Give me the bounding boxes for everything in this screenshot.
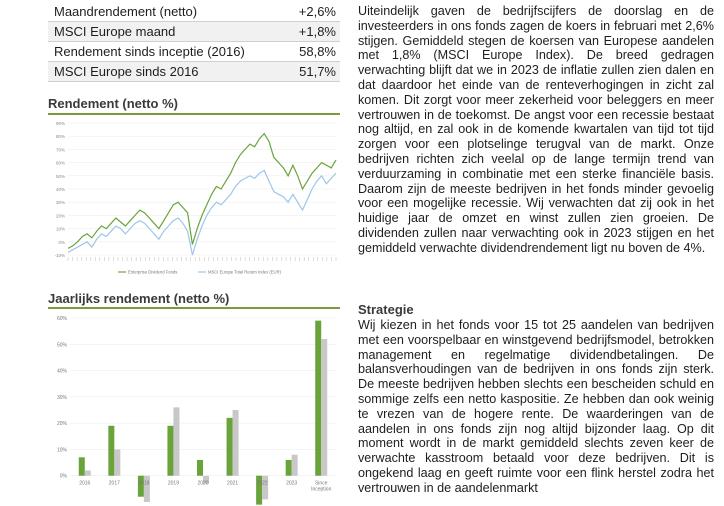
stat-label: Maandrendement (netto) xyxy=(54,4,198,19)
bar xyxy=(232,410,239,476)
bar xyxy=(226,417,233,476)
bar xyxy=(84,470,91,476)
y-tick-label: 50% xyxy=(57,342,68,348)
y-tick-label: 80% xyxy=(56,134,65,139)
stat-label: MSCI Europe maand xyxy=(54,24,176,39)
y-tick-label: 90% xyxy=(56,121,65,126)
bar xyxy=(285,459,292,476)
strategy-column: Wij kiezen in het fonds voor 15 tot 25 a… xyxy=(358,318,714,496)
y-tick-label: 30% xyxy=(56,200,65,205)
stats-row: MSCI Europe sinds 2016 51,7% xyxy=(48,62,340,82)
section-rule xyxy=(48,113,340,115)
y-tick-label: 60% xyxy=(57,316,68,322)
x-tick-label: 2023 xyxy=(286,481,297,487)
y-tick-label: 60% xyxy=(56,161,65,166)
y-tick-label: 50% xyxy=(56,174,65,179)
stats-row: MSCI Europe maand +1,8% xyxy=(48,22,340,42)
y-tick-label: 20% xyxy=(56,213,65,218)
x-tick-label: 2018 xyxy=(138,481,149,487)
bar xyxy=(78,457,85,476)
x-tick-label: 2019 xyxy=(168,481,179,487)
y-tick-label: 10% xyxy=(57,447,68,453)
x-tick-label: Since Inception xyxy=(311,481,332,493)
stat-value: 51,7% xyxy=(299,64,336,79)
bar xyxy=(137,475,144,497)
bar xyxy=(108,425,115,476)
x-tick-label: 2022 xyxy=(257,481,268,487)
bar xyxy=(256,475,263,505)
stats-table: Maandrendement (netto) +2,6% MSCI Europe… xyxy=(48,2,340,82)
x-tick-label: 2021 xyxy=(227,481,238,487)
y-tick-label: 10% xyxy=(56,227,65,232)
bar xyxy=(197,459,203,476)
y-tick-label: 40% xyxy=(57,369,68,375)
stats-row: Rendement sinds inceptie (2016) 58,8% xyxy=(48,42,340,62)
y-tick-label: 70% xyxy=(56,147,65,152)
bar xyxy=(321,339,328,476)
line-chart: -10% 0% 10% 20% 30% 40% 50% 60% 70% 80% 90% Enterpr… xyxy=(54,121,337,275)
fund-line xyxy=(67,132,337,249)
line-chart-title: Rendement (netto %) xyxy=(48,96,178,111)
y-tick-label: -10% xyxy=(54,253,65,258)
strategy-paragraph: Wij kiezen in het fonds voor 15 tot 25 a… xyxy=(358,318,714,495)
stat-value: +1,8% xyxy=(298,24,336,39)
stat-value: 58,8% xyxy=(299,44,336,59)
y-tick-label: 0% xyxy=(60,474,68,480)
bar xyxy=(114,449,121,476)
stat-value: +2,6% xyxy=(298,4,336,19)
commentary-column: Uiteindelijk gaven de bedrijfscijfers de… xyxy=(358,4,714,256)
legend-label: MSCI Europe Total Return Index (EUR) xyxy=(208,270,282,275)
strategy-title: Strategie xyxy=(358,302,414,317)
y-tick-label: 20% xyxy=(57,421,68,427)
bar xyxy=(262,475,269,500)
bar xyxy=(315,320,322,476)
bar xyxy=(291,454,298,476)
x-tick-label: 2016 xyxy=(79,481,90,487)
section-rule xyxy=(48,307,340,309)
bar xyxy=(203,475,209,484)
bar-chart-title: Jaarlijks rendement (netto %) xyxy=(48,291,230,306)
x-tick-label: 2017 xyxy=(109,481,120,487)
y-tick-label: 30% xyxy=(57,395,68,401)
stat-label: MSCI Europe sinds 2016 xyxy=(54,64,199,79)
y-tick-label: 40% xyxy=(56,187,65,192)
stat-label: Rendement sinds inceptie (2016) xyxy=(54,44,245,59)
index-line xyxy=(67,169,337,256)
bar-chart: 0% 10% 20% 30% 40% 50% 60% 2016 2017 2018 2019 2020… xyxy=(57,316,336,505)
legend-label: Enterprise Dividend Fonds xyxy=(128,270,177,275)
x-tick-label: 2020 xyxy=(197,481,208,487)
commentary-paragraph: Uiteindelijk gaven de bedrijfscijfers de… xyxy=(358,4,714,255)
bar xyxy=(167,425,174,476)
bar xyxy=(143,475,150,502)
y-tick-label: 0% xyxy=(58,240,65,245)
bar xyxy=(173,407,180,476)
stats-row: Maandrendement (netto) +2,6% xyxy=(48,2,340,22)
